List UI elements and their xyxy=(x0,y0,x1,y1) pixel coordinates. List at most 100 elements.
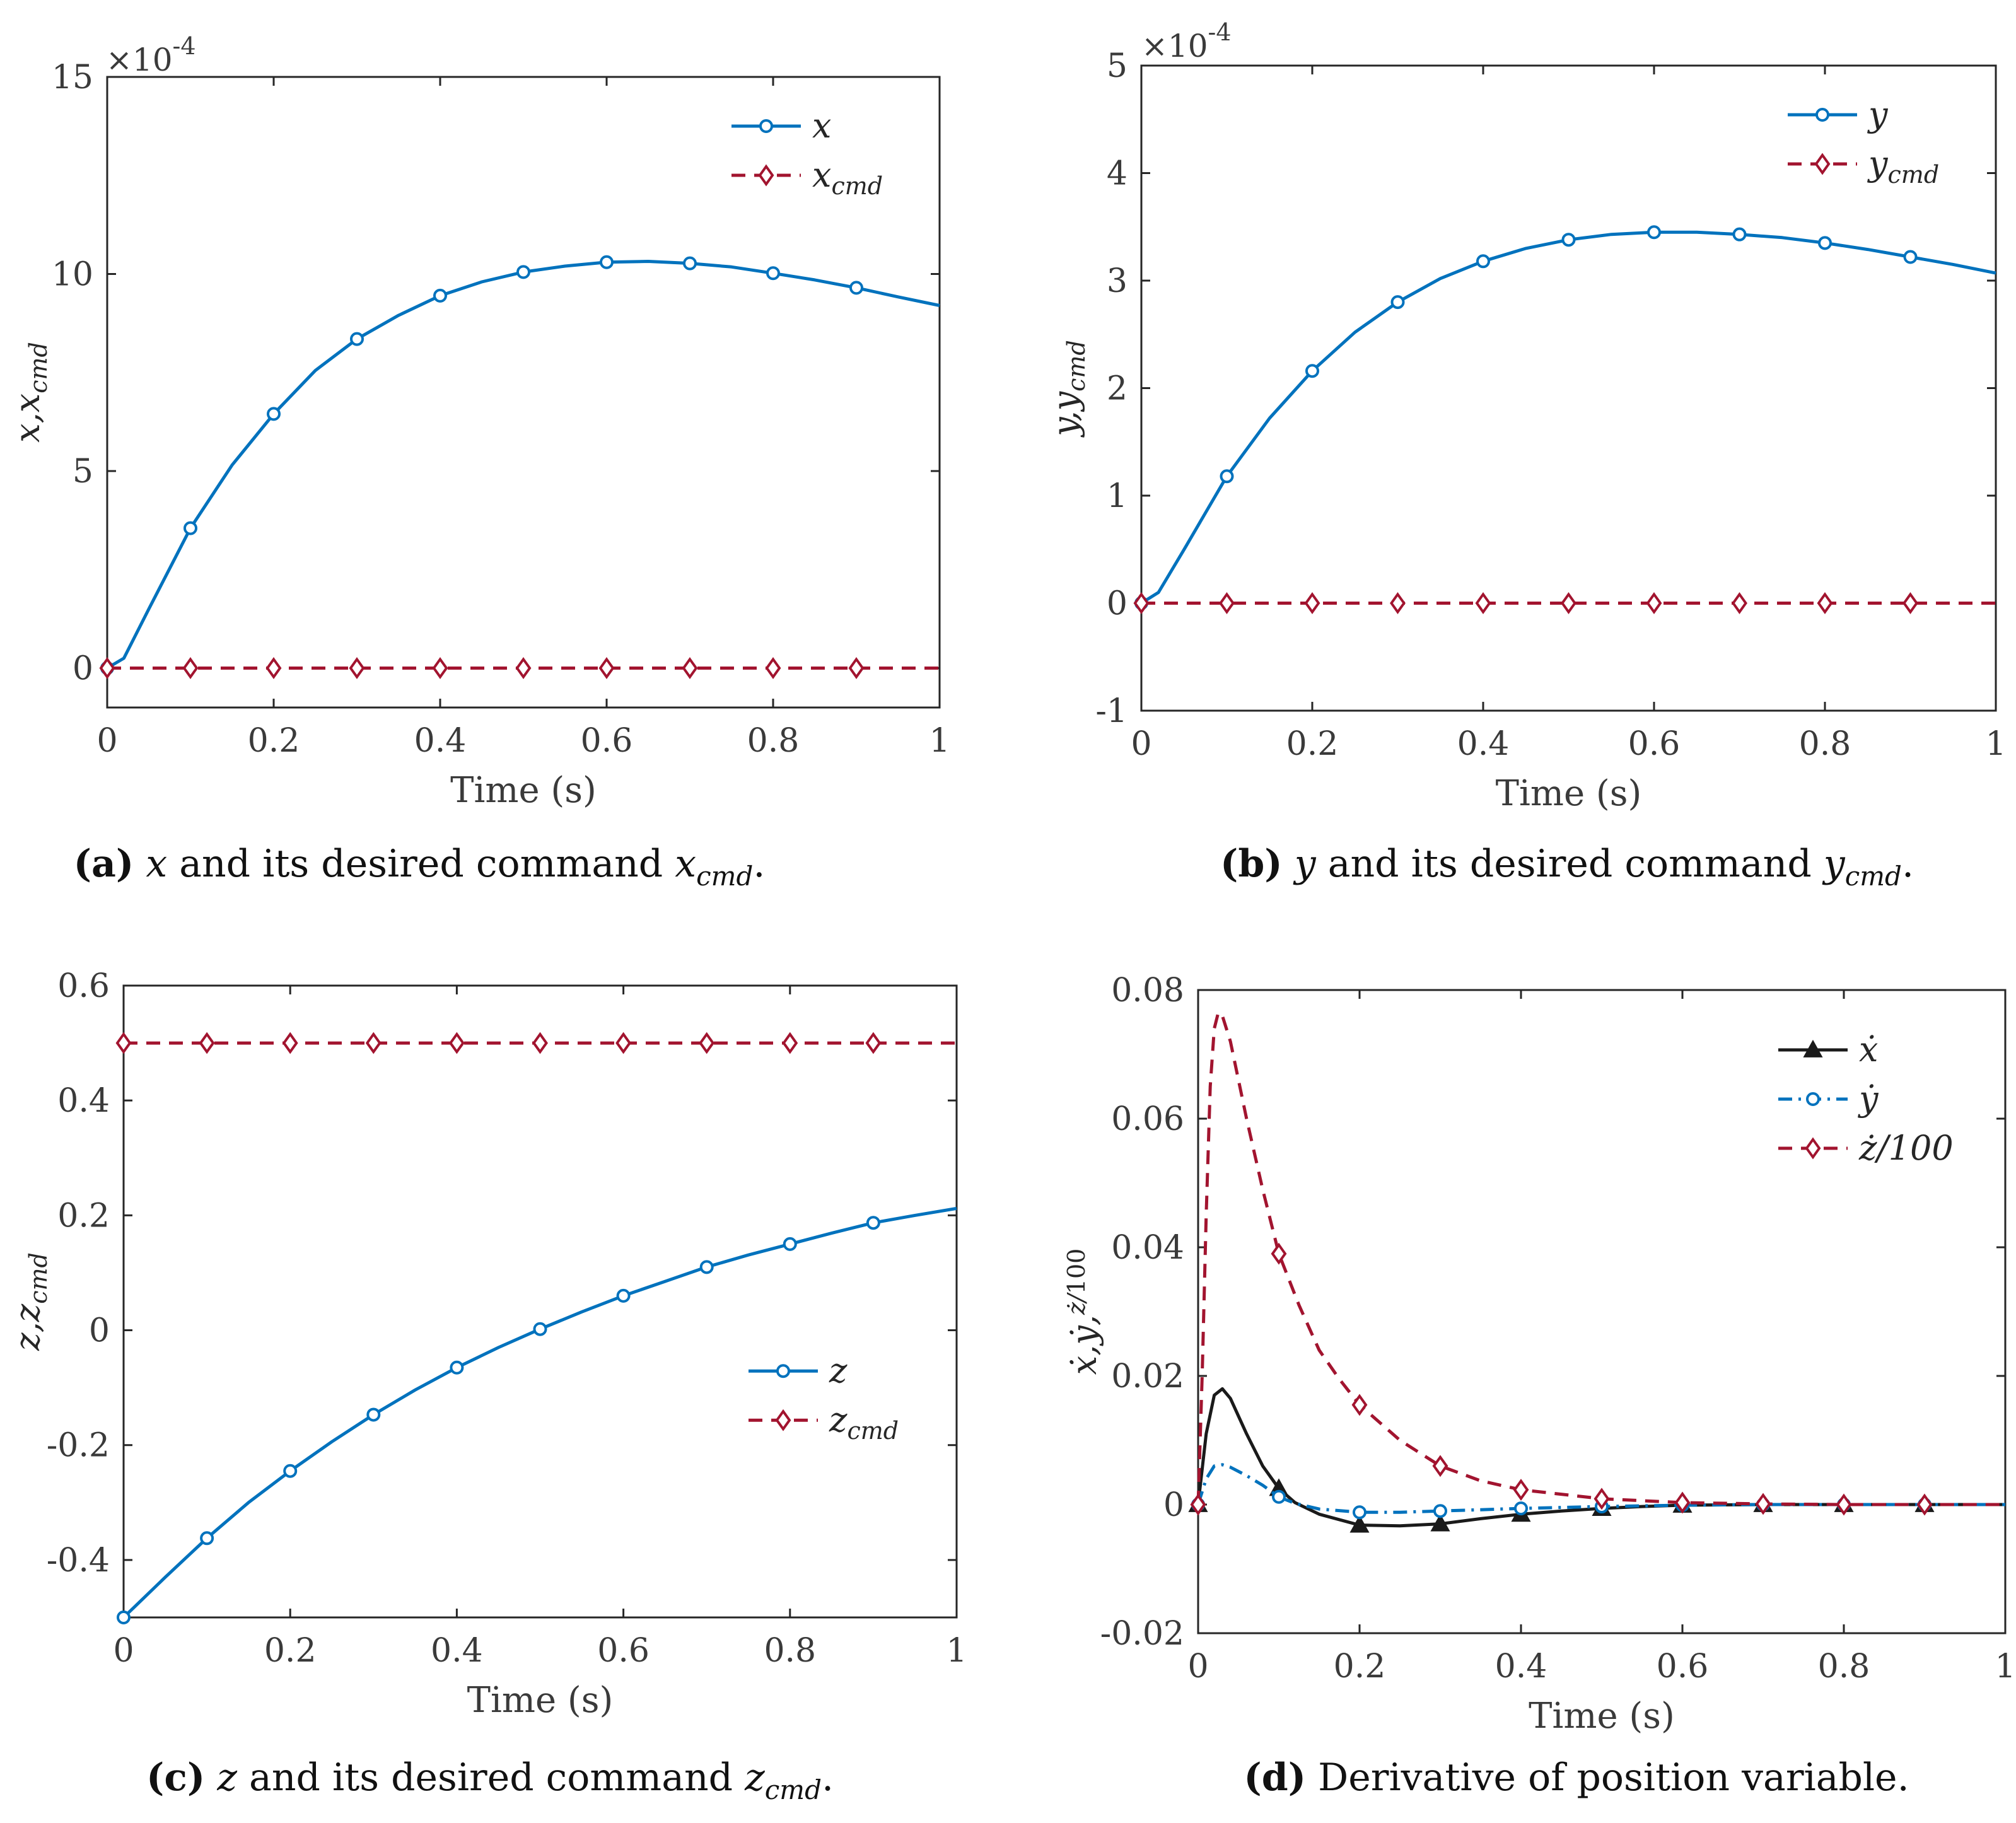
series-marker xyxy=(117,1610,131,1624)
series-line xyxy=(1196,1387,2005,1528)
series-marker xyxy=(1674,1491,1691,1514)
series-marker xyxy=(598,657,615,679)
legend-marker xyxy=(1814,153,1831,175)
series-marker xyxy=(1836,1493,1852,1516)
series-marker xyxy=(349,657,365,679)
x-tick-label: 0 xyxy=(96,722,117,760)
series-marker xyxy=(199,1032,215,1054)
series-marker xyxy=(532,1032,548,1054)
legend-entry: z xyxy=(829,1351,848,1390)
x-tick-label: 0 xyxy=(1131,725,1151,763)
y-tick-label: 0.08 xyxy=(1111,972,1184,1010)
series-marker xyxy=(99,657,115,679)
y-axis-label: y,ycmd xyxy=(1046,340,1090,438)
series-marker xyxy=(1514,1501,1528,1516)
axes-frame xyxy=(122,984,958,1619)
series-marker xyxy=(265,657,282,679)
series-b-1 xyxy=(1133,592,1996,614)
series-marker xyxy=(1594,1488,1610,1510)
y-axis-label: ẋ,ẏ,ż/100 xyxy=(1063,1249,1104,1375)
series-marker xyxy=(600,255,614,269)
series-marker xyxy=(516,265,530,279)
series-marker xyxy=(1432,1455,1448,1477)
series-marker xyxy=(865,1032,882,1054)
series-marker xyxy=(200,1531,214,1546)
y-tick-label: 5 xyxy=(1107,47,1127,85)
y-tick-label: 4 xyxy=(1107,155,1127,193)
subplot-c: 0 0.2 0.4 0.6 0.8 1 -0.4 -0.2 0 0.2 0.4 0.6 Time (s)… xyxy=(8,967,967,1721)
x-tick-label: 0.8 xyxy=(764,1632,816,1670)
subplot-caption: (a) x and its desired command xcmd. xyxy=(74,842,766,892)
series-marker xyxy=(1513,1479,1529,1501)
series-marker xyxy=(848,657,865,679)
series-marker xyxy=(1351,1394,1368,1416)
subplot-d: 0 0.2 0.4 0.6 0.8 1-0.0200.020.040.060.08Time… xyxy=(1063,972,2016,1737)
legend-marker xyxy=(775,1409,791,1431)
x-tick-label: 1 xyxy=(1995,1648,2015,1686)
legend-marker xyxy=(1803,1039,1823,1057)
series-marker xyxy=(1271,1242,1287,1265)
series-marker xyxy=(267,407,281,421)
subplot-caption: (d) Derivative of position variable. xyxy=(1244,1756,1909,1800)
series-marker xyxy=(1353,1505,1366,1520)
series-marker xyxy=(1219,592,1235,614)
legend-marker xyxy=(1805,1137,1821,1160)
legend-entry: ż/100 xyxy=(1858,1128,1954,1168)
series-marker xyxy=(533,1322,547,1336)
x-axis-label: Time (s) xyxy=(1496,773,1642,814)
series-marker xyxy=(1305,364,1319,378)
series-marker xyxy=(366,1407,381,1422)
series-d-1 xyxy=(1191,1463,2005,1520)
series-marker xyxy=(616,1288,631,1303)
series-marker xyxy=(765,657,781,679)
series-marker xyxy=(1272,1489,1286,1504)
series-marker xyxy=(1475,592,1491,614)
series-c-1 xyxy=(115,1032,957,1054)
x-tick-label: 0 xyxy=(1187,1648,1208,1686)
series-marker xyxy=(699,1032,715,1054)
series-marker xyxy=(682,657,698,679)
series-marker xyxy=(515,657,532,679)
legend-marker xyxy=(776,1364,790,1378)
series-marker xyxy=(1133,592,1150,614)
x-axis-label: Time (s) xyxy=(1529,1696,1675,1737)
series-marker xyxy=(432,657,448,679)
series-line xyxy=(1140,230,1996,605)
y-tick-label: -0.2 xyxy=(47,1427,110,1465)
series-marker xyxy=(1220,469,1234,484)
y-tick-label: -0.02 xyxy=(1100,1615,1184,1653)
subplot-caption: (c) z and its desired command zcmd. xyxy=(146,1756,834,1805)
y-tick-label: 0.06 xyxy=(1111,1100,1184,1138)
series-marker xyxy=(182,657,199,679)
x-tick-label: 0.6 xyxy=(581,722,633,760)
series-marker xyxy=(1476,254,1490,269)
series-marker xyxy=(1647,225,1661,240)
legend: z zcmd xyxy=(749,1351,899,1445)
y-tick-label: 0 xyxy=(89,1312,110,1350)
series-marker xyxy=(699,1260,714,1274)
x-tick-label: 1 xyxy=(929,722,950,760)
y-tick-label: 2 xyxy=(1107,370,1127,408)
x-tick-label: 0.4 xyxy=(414,722,467,760)
y-tick-label: 15 xyxy=(52,59,93,96)
series-marker xyxy=(448,1032,465,1054)
legend-marker xyxy=(758,164,774,187)
series-marker xyxy=(866,1216,880,1230)
subplot-caption: (b) y and its desired command ycmd. xyxy=(1220,842,1914,892)
y-tick-label: 10 xyxy=(52,256,93,294)
x-tick-label: 0.4 xyxy=(1495,1648,1547,1686)
y-tick-label: 0.04 xyxy=(1111,1229,1184,1267)
series-marker xyxy=(1561,592,1576,614)
series-marker xyxy=(1817,592,1833,614)
legend-marker xyxy=(1815,108,1829,122)
legend-entry: ẏ xyxy=(1858,1079,1879,1119)
series-marker xyxy=(1755,1493,1771,1515)
x-tick-label: 1 xyxy=(1985,725,2006,763)
x-tick-label: 0.2 xyxy=(264,1632,317,1670)
y-tick-label: 0 xyxy=(1163,1486,1184,1524)
series-marker xyxy=(782,1032,798,1054)
legend: ẋẏ ż/100 xyxy=(1778,1030,1954,1168)
series-marker xyxy=(615,1032,632,1054)
